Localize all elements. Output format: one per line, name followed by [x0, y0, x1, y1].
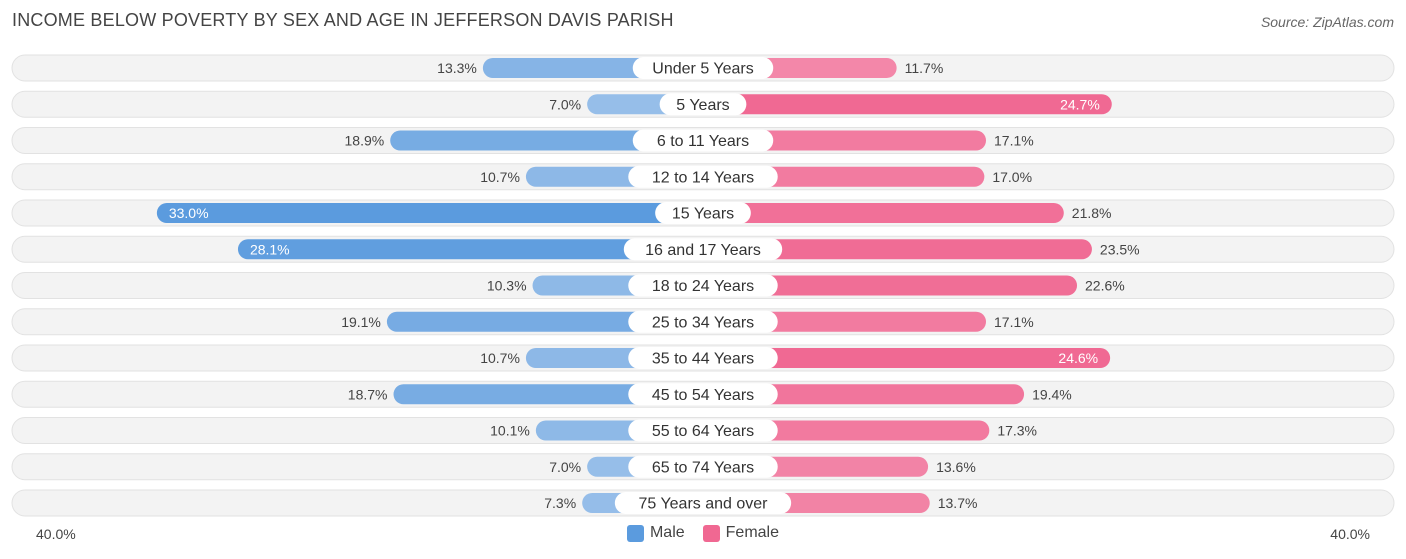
female-swatch — [702, 524, 720, 542]
category-label-bg — [632, 129, 774, 152]
male-value-label: 7.3% — [544, 495, 576, 511]
female-value-label: 17.1% — [994, 314, 1034, 330]
axis-max-label: 40.0% — [1330, 526, 1370, 542]
category-label-bg — [628, 455, 778, 478]
male-bar — [390, 130, 703, 151]
category-label-bg — [628, 274, 778, 297]
male-bar — [393, 384, 703, 405]
female-bar — [703, 384, 1025, 405]
category-label-bg — [628, 383, 778, 406]
diverging-bar-chart: 13.3% 11.7% Under 5 Years 7.0% 24.7% 5 Years 1… — [11, 54, 1395, 517]
legend: Male Female — [0, 524, 1406, 542]
female-value-label: 22.6% — [1085, 278, 1125, 294]
female-value-label: 24.7% — [1060, 96, 1100, 112]
male-swatch — [626, 524, 644, 542]
category-label: 6 to 11 Years — [657, 133, 749, 150]
female-value-label: 19.4% — [1032, 386, 1072, 402]
source-label: Source: ZipAtlas.com — [1260, 14, 1394, 30]
category-label-bg — [623, 238, 783, 261]
male-value-label: 18.7% — [348, 386, 388, 402]
category-label-bg — [628, 165, 778, 188]
male-bar — [237, 239, 703, 260]
legend-item-male[interactable]: Male — [626, 524, 685, 542]
female-bar — [703, 348, 1111, 368]
male-value-label: 33.0% — [169, 205, 209, 221]
category-label: 35 to 44 Years — [652, 351, 754, 368]
male-value-label: 13.3% — [437, 60, 477, 76]
axis-min-label: 40.0% — [36, 526, 76, 542]
male-value-label: 10.7% — [480, 169, 520, 185]
male-value-label: 28.1% — [250, 241, 290, 257]
male-value-label: 10.7% — [480, 350, 520, 366]
chart-title: INCOME BELOW POVERTY BY SEX AND AGE IN J… — [12, 10, 674, 30]
category-label-bg — [659, 93, 747, 116]
male-value-label: 7.0% — [549, 459, 581, 475]
legend-female-label: Female — [725, 524, 780, 541]
female-value-label: 13.7% — [938, 495, 978, 511]
legend-male-label: Male — [649, 524, 685, 541]
category-label: 55 to 64 Years — [652, 423, 754, 440]
female-value-label: 21.8% — [1072, 205, 1112, 221]
category-label-bg — [628, 419, 778, 442]
male-bar — [156, 203, 704, 223]
category-label-bg — [655, 202, 751, 224]
category-label: 5 Years — [676, 97, 729, 114]
category-label: Under 5 Years — [652, 61, 753, 78]
female-bar — [703, 94, 1112, 115]
category-label-bg — [628, 310, 778, 333]
female-value-label: 23.5% — [1100, 241, 1140, 257]
male-value-label: 10.1% — [490, 423, 530, 439]
female-value-label: 17.0% — [992, 169, 1032, 185]
female-value-label: 17.3% — [997, 423, 1037, 439]
female-bar — [703, 275, 1078, 296]
female-value-label: 24.6% — [1058, 350, 1098, 366]
category-label-bg — [614, 492, 792, 514]
category-label-bg — [632, 57, 774, 79]
category-label: 15 Years — [672, 206, 734, 223]
male-value-label: 7.0% — [549, 96, 581, 112]
female-bar — [703, 130, 987, 151]
category-label: 12 to 14 Years — [652, 169, 754, 186]
category-label: 45 to 54 Years — [652, 387, 754, 404]
category-label: 16 and 17 Years — [645, 242, 761, 259]
male-value-label: 18.9% — [345, 133, 385, 149]
legend-item-female[interactable]: Female — [702, 524, 780, 542]
male-value-label: 19.1% — [341, 314, 381, 330]
category-label: 18 to 24 Years — [652, 278, 754, 295]
female-value-label: 17.1% — [994, 133, 1034, 149]
category-label: 65 to 74 Years — [652, 459, 754, 476]
female-bar — [703, 203, 1064, 223]
category-label: 75 Years and over — [639, 496, 769, 513]
female-bar — [703, 239, 1092, 260]
male-value-label: 10.3% — [487, 278, 527, 294]
female-value-label: 11.7% — [905, 60, 944, 76]
male-bar — [386, 311, 703, 332]
female-value-label: 13.6% — [936, 459, 976, 475]
category-label: 25 to 34 Years — [652, 314, 754, 331]
category-label-bg — [628, 347, 778, 369]
